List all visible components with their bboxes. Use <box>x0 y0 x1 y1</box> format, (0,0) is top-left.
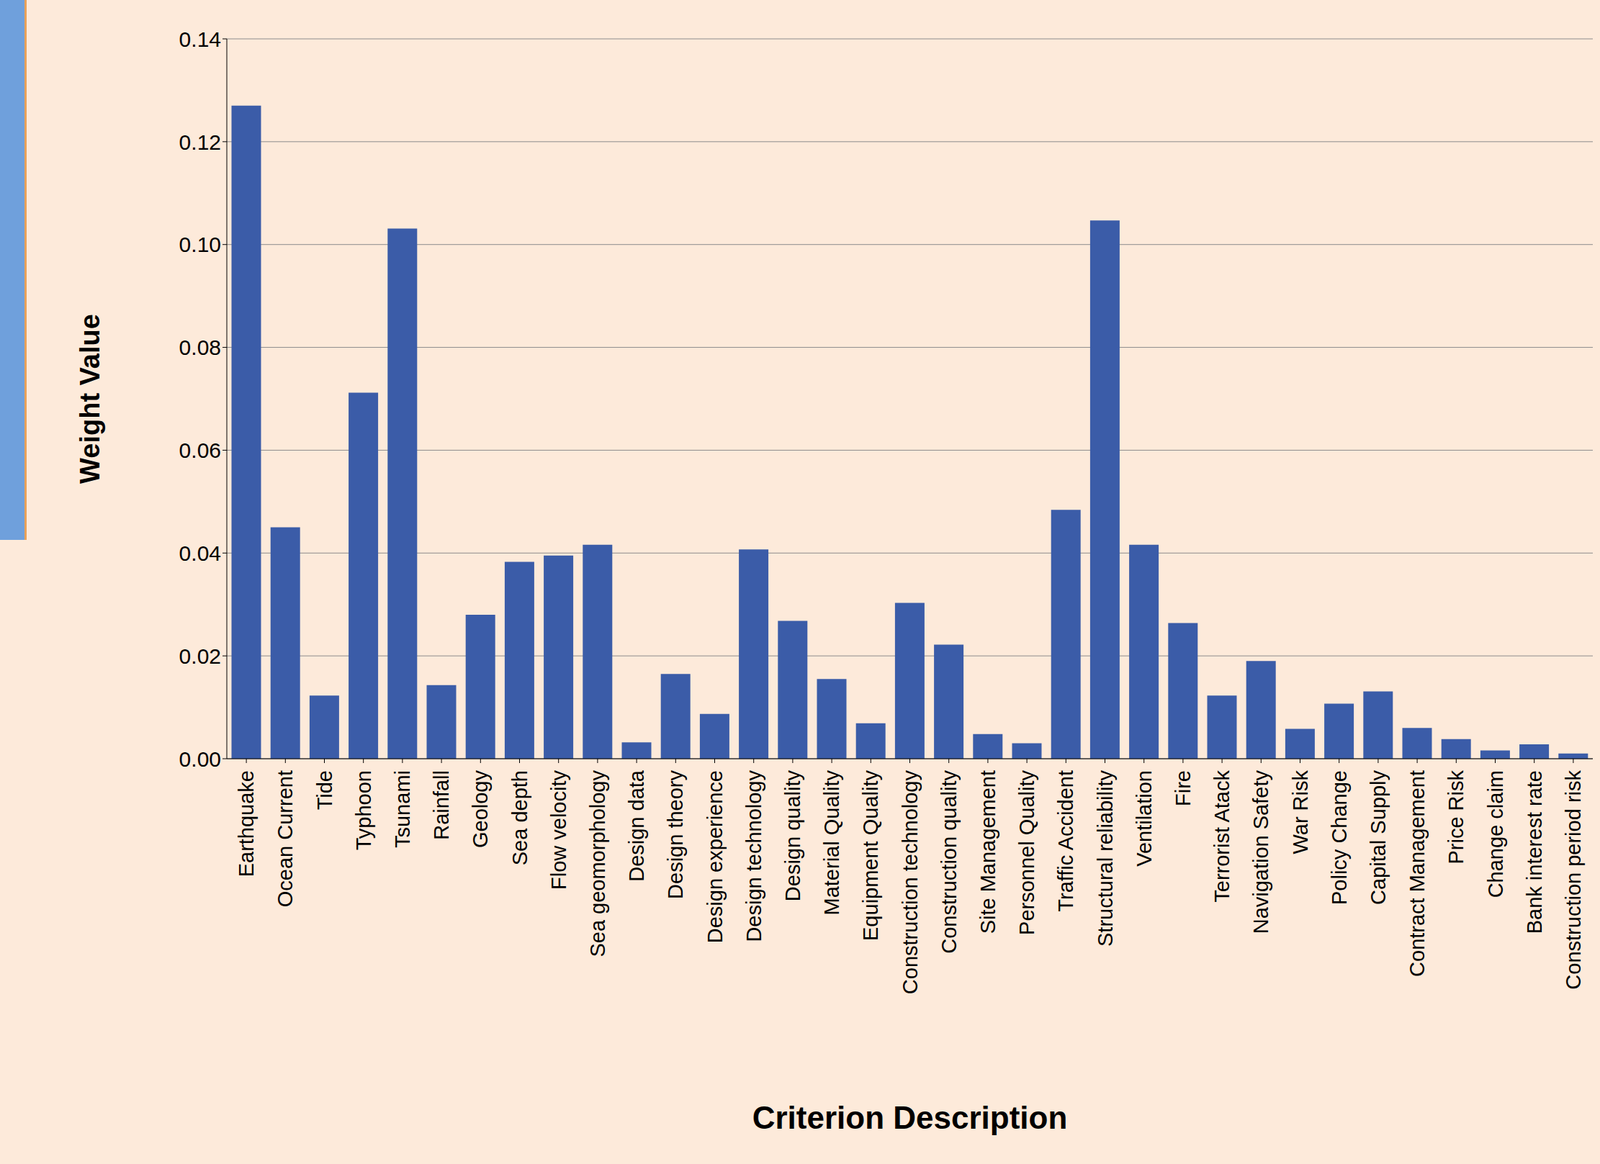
svg-text:Traffic Accident: Traffic Accident <box>1054 770 1078 913</box>
svg-text:Tide: Tide <box>313 770 337 811</box>
svg-text:Construction period risk: Construction period risk <box>1561 770 1585 991</box>
svg-text:Ventilation: Ventilation <box>1132 770 1156 867</box>
svg-text:Ocean Current: Ocean Current <box>273 770 297 908</box>
svg-text:Construction technology: Construction technology <box>898 770 922 996</box>
svg-text:Price Risk: Price Risk <box>1444 770 1468 865</box>
svg-text:Design quality: Design quality <box>781 770 805 903</box>
svg-text:Personnel Quality: Personnel Quality <box>1015 770 1039 936</box>
svg-text:Design experience: Design experience <box>703 770 727 944</box>
svg-text:Change claim: Change claim <box>1484 770 1508 898</box>
svg-text:Criterion Description: Criterion Description <box>752 1100 1068 1136</box>
svg-text:Policy Change: Policy Change <box>1327 770 1351 906</box>
svg-text:0.14: 0.14 <box>179 27 222 52</box>
svg-text:Weight Value: Weight Value <box>74 313 106 484</box>
svg-text:0.08: 0.08 <box>179 335 222 360</box>
svg-text:Structural reliability: Structural reliability <box>1093 770 1117 947</box>
svg-text:Design theory: Design theory <box>663 770 687 900</box>
svg-text:Material Quality: Material Quality <box>820 770 844 916</box>
svg-text:Site Management: Site Management <box>976 770 1000 934</box>
svg-text:0.12: 0.12 <box>179 130 222 155</box>
svg-text:0.10: 0.10 <box>179 232 222 257</box>
svg-text:Construction quality: Construction quality <box>937 770 961 955</box>
svg-text:War Risk: War Risk <box>1288 770 1312 855</box>
svg-text:Sea geomorphology: Sea geomorphology <box>586 770 610 958</box>
svg-text:Tsunami: Tsunami <box>390 770 415 849</box>
svg-text:Equipment Quality: Equipment Quality <box>859 770 883 942</box>
svg-text:Navigation Safety: Navigation Safety <box>1249 770 1273 935</box>
svg-text:0.02: 0.02 <box>179 644 222 669</box>
svg-text:Fire: Fire <box>1171 770 1195 807</box>
svg-text:Typhoon: Typhoon <box>352 770 376 851</box>
svg-text:0.06: 0.06 <box>179 438 222 463</box>
svg-text:Design technology: Design technology <box>742 770 766 943</box>
svg-text:0.04: 0.04 <box>179 541 222 566</box>
svg-text:Flow velocity: Flow velocity <box>547 770 571 891</box>
svg-text:Capital Supply: Capital Supply <box>1366 770 1390 906</box>
svg-text:Contract Management: Contract Management <box>1405 770 1429 978</box>
svg-text:Geology: Geology <box>468 770 492 849</box>
svg-text:Rainfall: Rainfall <box>429 770 453 841</box>
svg-text:Terrorist Atack: Terrorist Atack <box>1210 770 1234 903</box>
svg-text:Design data: Design data <box>625 769 649 883</box>
svg-text:0.00: 0.00 <box>179 747 222 772</box>
svg-text:Bank interest rate: Bank interest rate <box>1522 770 1546 934</box>
svg-text:Earthquake: Earthquake <box>234 770 258 878</box>
svg-text:Sea depth: Sea depth <box>508 770 532 866</box>
